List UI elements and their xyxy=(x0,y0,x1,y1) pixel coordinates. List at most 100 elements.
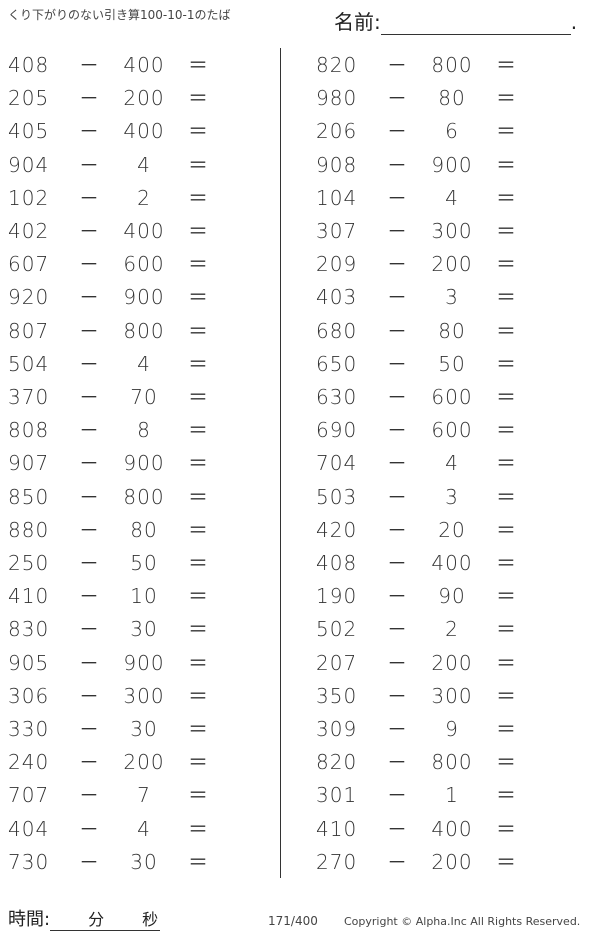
subtrahend: 4 xyxy=(137,351,151,376)
minuend: 850 xyxy=(8,484,50,509)
equals-sign: ＝ xyxy=(188,484,208,509)
subtrahend: 600 xyxy=(431,418,473,443)
subtrahend: 200 xyxy=(431,849,473,874)
minus-sign: － xyxy=(79,219,99,243)
subtrahend: 400 xyxy=(431,816,473,841)
minuend: 420 xyxy=(316,517,358,542)
minus-sign: － xyxy=(79,385,99,409)
equals-sign: ＝ xyxy=(188,252,208,277)
subtrahend: 900 xyxy=(123,285,165,310)
subtrahend: 400 xyxy=(123,53,165,77)
equals-sign: ＝ xyxy=(496,219,516,243)
minus-sign: － xyxy=(387,451,407,476)
minus-sign: － xyxy=(387,617,407,642)
subtrahend: 300 xyxy=(123,683,165,708)
subtrahend: 400 xyxy=(123,119,165,144)
minuend: 309 xyxy=(316,717,358,741)
subtrahend: 400 xyxy=(431,551,473,575)
name-label: 名前: xyxy=(334,10,381,34)
equals-sign: ＝ xyxy=(188,418,208,443)
equals-sign: ＝ xyxy=(188,517,208,542)
minus-sign: － xyxy=(387,351,407,376)
minus-sign: － xyxy=(79,185,99,210)
minus-sign: － xyxy=(387,185,407,210)
minus-sign: － xyxy=(79,717,99,741)
subtrahend: 70 xyxy=(130,385,158,409)
minus-sign: － xyxy=(387,385,407,409)
minuend: 730 xyxy=(8,849,50,874)
time-label: 時間: xyxy=(8,909,51,930)
equals-sign: ＝ xyxy=(496,185,516,210)
minus-sign: － xyxy=(79,119,99,144)
name-field: 名前:. xyxy=(334,6,577,35)
minus-sign: － xyxy=(387,683,407,708)
minus-sign: － xyxy=(79,517,99,542)
minus-sign: － xyxy=(79,484,99,509)
equals-sign: ＝ xyxy=(496,783,516,808)
minuend: 504 xyxy=(8,351,50,376)
minus-sign: － xyxy=(387,849,407,874)
subtrahend: 300 xyxy=(431,683,473,708)
subtrahend: 200 xyxy=(431,650,473,675)
equals-sign: ＝ xyxy=(188,617,208,642)
subtrahend: 9 xyxy=(445,717,459,741)
subtrahend: 10 xyxy=(130,584,158,609)
equals-sign: ＝ xyxy=(188,86,208,111)
subtrahend: 30 xyxy=(130,849,158,874)
equals-sign: ＝ xyxy=(188,318,208,343)
minuend: 630 xyxy=(316,385,358,409)
subtrahend: 6 xyxy=(445,119,459,144)
minus-sign: － xyxy=(387,750,407,775)
subtrahend: 30 xyxy=(130,717,158,741)
minuend: 206 xyxy=(316,119,358,144)
minus-sign: － xyxy=(387,53,407,77)
minuend: 907 xyxy=(8,451,50,476)
equals-sign: ＝ xyxy=(496,484,516,509)
minuend: 207 xyxy=(316,650,358,675)
minuend: 920 xyxy=(8,285,50,310)
equals-sign: ＝ xyxy=(188,816,208,841)
equals-sign: ＝ xyxy=(188,219,208,243)
subtrahend: 900 xyxy=(123,451,165,476)
minuend: 503 xyxy=(316,484,358,509)
minuend: 270 xyxy=(316,849,358,874)
minuend: 240 xyxy=(8,750,50,775)
minus-sign: － xyxy=(79,750,99,775)
equals-sign: ＝ xyxy=(496,53,516,77)
subtrahend: 4 xyxy=(445,451,459,476)
equals-sign: ＝ xyxy=(188,285,208,310)
minus-sign: － xyxy=(387,318,407,343)
subtrahend: 30 xyxy=(130,617,158,642)
subtrahend: 3 xyxy=(445,285,459,310)
minus-sign: － xyxy=(79,285,99,310)
minuend: 104 xyxy=(316,185,358,210)
equals-sign: ＝ xyxy=(496,551,516,575)
equals-sign: ＝ xyxy=(496,650,516,675)
minuend: 410 xyxy=(316,816,358,841)
minuend: 408 xyxy=(8,53,50,77)
minus-sign: － xyxy=(387,418,407,443)
minus-sign: － xyxy=(79,617,99,642)
subtrahend: 900 xyxy=(431,152,473,177)
minus-sign: － xyxy=(79,849,99,874)
equals-sign: ＝ xyxy=(188,683,208,708)
equals-sign: ＝ xyxy=(188,385,208,409)
minuend: 690 xyxy=(316,418,358,443)
minuend: 410 xyxy=(8,584,50,609)
equals-sign: ＝ xyxy=(188,551,208,575)
minus-sign: － xyxy=(387,252,407,277)
subtrahend: 8 xyxy=(137,418,151,443)
subtrahend: 300 xyxy=(431,219,473,243)
minus-sign: － xyxy=(79,252,99,277)
minuend: 905 xyxy=(8,650,50,675)
equals-sign: ＝ xyxy=(496,617,516,642)
minuend: 680 xyxy=(316,318,358,343)
equals-sign: ＝ xyxy=(188,750,208,775)
minus-sign: － xyxy=(387,783,407,808)
equals-sign: ＝ xyxy=(188,53,208,77)
minus-sign: － xyxy=(79,816,99,841)
minuend: 908 xyxy=(316,152,358,177)
subtrahend: 4 xyxy=(137,152,151,177)
minuend: 350 xyxy=(316,683,358,708)
